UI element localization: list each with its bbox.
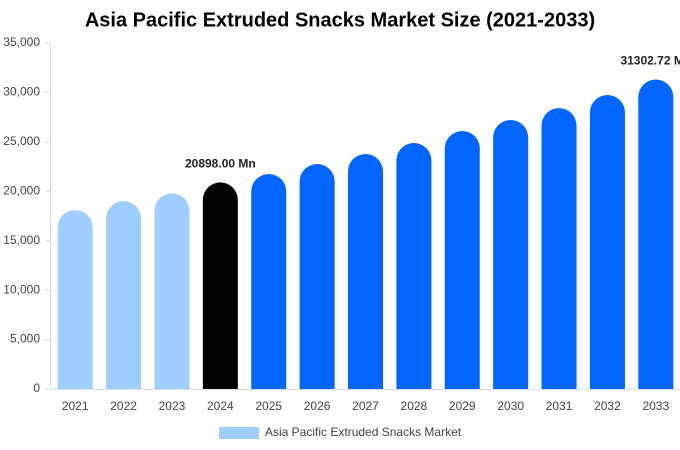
y-tick-label: 35,000 <box>3 35 40 49</box>
x-tick-label: 2023 <box>159 399 186 413</box>
bar <box>396 143 432 389</box>
y-tick-label: 20,000 <box>3 183 40 197</box>
x-tick-label: 2022 <box>110 399 137 413</box>
value-label: 31302.72 Mn <box>620 54 680 68</box>
y-tick-label: 5,000 <box>10 332 40 346</box>
x-tick-label: 2027 <box>352 399 379 413</box>
y-tick-label: 30,000 <box>3 85 40 99</box>
y-tick-label: 0 <box>33 381 40 395</box>
x-tick-label: 2026 <box>304 399 331 413</box>
x-tick-label: 2024 <box>207 399 234 413</box>
value-label: 20898.00 Mn <box>185 157 256 171</box>
x-tick-label: 2032 <box>594 399 621 413</box>
x-tick-label: 2029 <box>449 399 476 413</box>
chart-title: Asia Pacific Extruded Snacks Market Size… <box>85 9 595 31</box>
x-tick-label: 2021 <box>62 399 89 413</box>
bar <box>638 79 674 389</box>
bar <box>541 108 577 389</box>
legend-swatch <box>219 427 259 439</box>
x-tick-label: 2033 <box>642 399 669 413</box>
bar <box>106 201 142 389</box>
x-tick-label: 2028 <box>401 399 428 413</box>
bar <box>589 94 625 390</box>
x-tick-label: 2030 <box>497 399 524 413</box>
x-tick-label: 2025 <box>255 399 282 413</box>
bar <box>299 164 335 389</box>
bar <box>493 120 529 390</box>
y-tick-label: 15,000 <box>3 233 40 247</box>
bar <box>154 193 190 389</box>
y-tick-label: 10,000 <box>3 282 40 296</box>
bar <box>202 182 238 389</box>
legend-label: Asia Pacific Extruded Snacks Market <box>265 425 462 439</box>
bar <box>444 130 480 390</box>
y-tick-label: 25,000 <box>3 134 40 148</box>
bar <box>348 154 383 389</box>
x-tick-label: 2031 <box>546 399 573 413</box>
bar <box>251 173 287 389</box>
bar <box>57 210 93 389</box>
